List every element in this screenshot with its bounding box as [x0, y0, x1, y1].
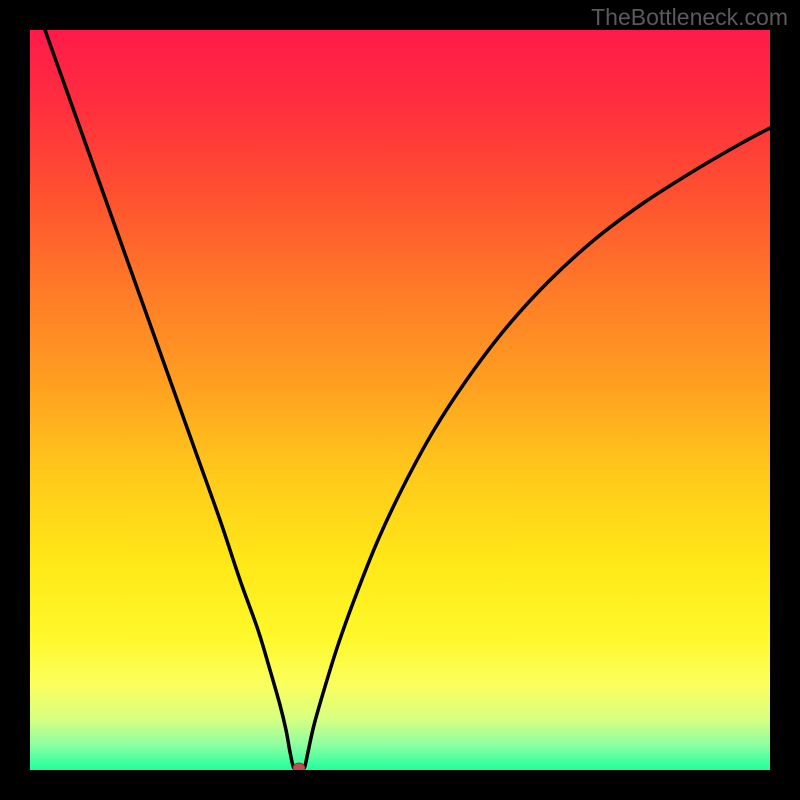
- watermark-text: TheBottleneck.com: [591, 4, 788, 31]
- chart-svg: [30, 30, 770, 770]
- chart-plot-area: [30, 30, 770, 770]
- optimal-point-marker: [293, 763, 305, 770]
- chart-background: [30, 30, 770, 770]
